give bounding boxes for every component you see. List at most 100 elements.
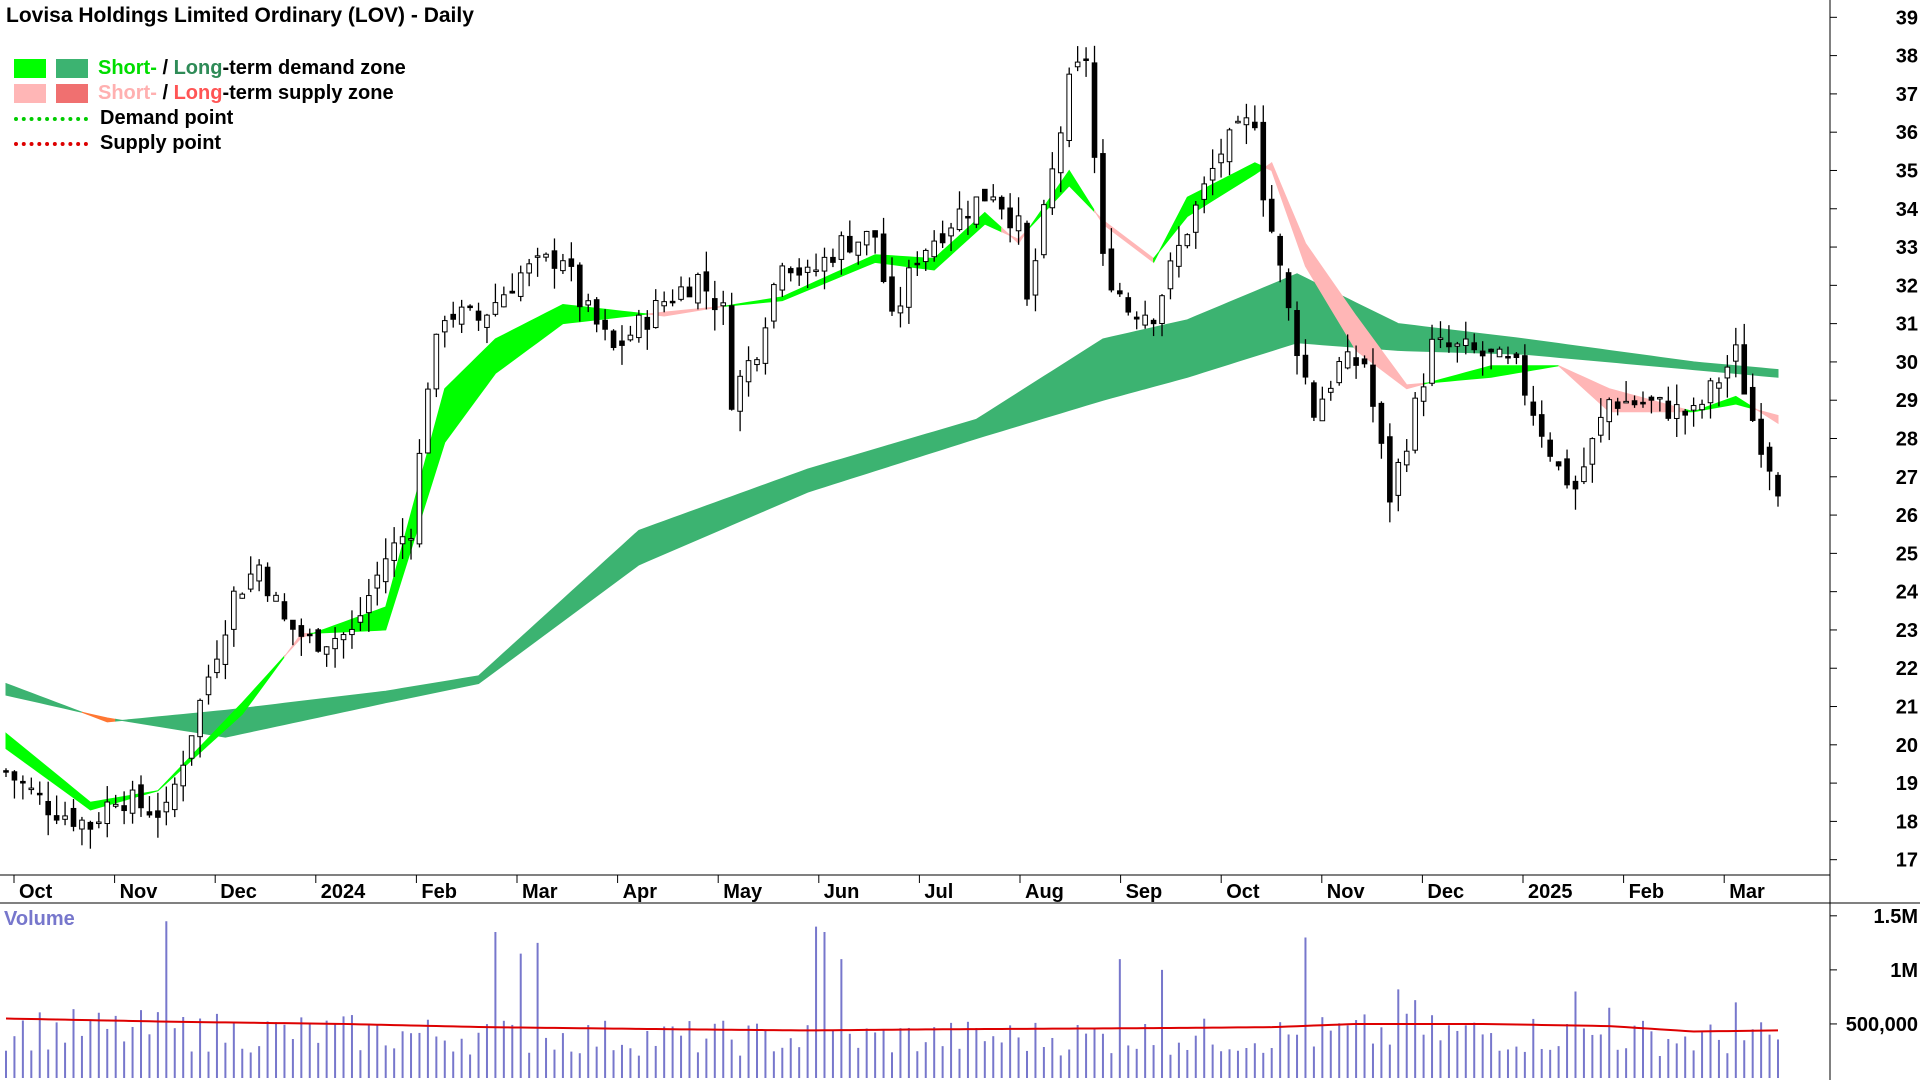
candle-body [20,780,26,784]
candle-body [1505,355,1511,359]
candle-body [79,819,85,830]
volume-tick-label: 500,000 [1846,1014,1918,1036]
legend-supply-short: Short- [98,82,157,104]
y-tick-label: 27 [1896,467,1918,489]
candle-body [231,590,237,630]
candle-body [1311,382,1317,418]
candle-body [686,286,693,298]
candle-body [712,298,718,311]
candle-body [205,676,212,696]
candle-body [1682,410,1688,416]
y-tick-label: 32 [1896,275,1918,297]
x-tick-label: Dec [220,881,257,903]
candle-body [872,230,878,238]
candle-body [155,810,161,818]
candle-body [619,340,625,346]
legend-dot-demand [14,116,88,121]
candle-body [1716,382,1722,389]
candle-body [425,388,431,454]
candle-body [543,253,549,258]
legend-swatch-short-supply [14,84,46,103]
y-tick-label: 23 [1896,620,1918,642]
short-term-zone-band [1153,162,1264,263]
legend-demand-point-label: Demand point [100,107,234,129]
candle-body [239,593,246,599]
x-tick-label: Feb [421,881,457,903]
candle-body [1235,120,1241,124]
candle-body [492,302,499,315]
candle-body [1100,153,1106,254]
candle-body [1226,129,1233,163]
volume-tick-label: 1.5M [1874,906,1918,928]
x-tick-label: Oct [1226,881,1260,903]
candle-body [1294,310,1300,357]
candle-body [644,316,651,330]
candle-body [973,196,980,225]
candle-body [247,573,254,590]
candle-body [104,801,111,825]
long-term-zone-band [5,682,83,713]
legend-demand-point: Demand point [14,106,406,131]
y-tick-label: 18 [1896,811,1918,833]
candle-body [1657,396,1663,400]
candle-body [1766,446,1773,472]
candle-body [669,300,676,304]
candle-body [1437,337,1444,341]
candle-body [1117,290,1123,295]
candle-body [28,787,35,791]
x-axis: Oct Nov Dec 2024 Feb Mar Apr May Jun Jul Aug Sep Oct… [13,875,1765,903]
candle-body [737,375,743,412]
candle-body [585,300,592,306]
candle-body [1690,405,1697,411]
candle-body [1268,198,1275,232]
candle-body [264,566,271,597]
candle-body [568,258,575,267]
legend-demand-long: Long [173,57,223,79]
short-term-zone-band [283,632,311,659]
candle-body [298,625,305,637]
candles-layer [3,45,1781,849]
x-tick-label: 2025 [1528,881,1573,903]
x-tick-label: Sep [1126,881,1163,903]
candle-body [956,208,963,231]
candle-body [990,196,997,201]
candle-body [1024,222,1030,300]
y-tick-label: 28 [1896,429,1918,451]
candle-body [1041,204,1047,256]
candle-body [1344,351,1351,369]
candle-body [323,646,330,655]
candle-body [70,807,77,827]
volume-tick-label: 1M [1890,960,1918,982]
candle-body [1640,401,1646,405]
candle-body [138,784,144,809]
candle-body [408,538,414,541]
candle-body [1201,183,1208,200]
candle-body [1420,386,1427,402]
candle-body [1336,361,1343,384]
candle-body [458,306,465,325]
candle-body [1547,439,1553,457]
x-tick-label: Jul [924,881,953,903]
candle-body [1775,474,1781,497]
short-term-zone-band [647,305,724,317]
candle-body [1572,480,1579,490]
candle-body [332,637,338,650]
legend-supply-point-label: Supply point [100,132,222,154]
candle-body [1403,450,1410,466]
candle-body [484,314,490,328]
legend-demand-sep: / [156,57,174,79]
candle-body [1581,466,1587,483]
legend-dot-supply [14,141,88,146]
candle-body [1032,260,1039,296]
legend-supply-sep: / [156,82,174,104]
candle-body [821,256,828,272]
candle-body [1066,73,1073,142]
candle-body [838,235,845,260]
candle-body [1378,402,1385,444]
candle-body [678,286,684,300]
candle-body [1361,358,1368,365]
candle-body [256,564,262,582]
candle-body [1631,400,1638,406]
candle-body [720,302,727,307]
candle-body [914,262,921,266]
